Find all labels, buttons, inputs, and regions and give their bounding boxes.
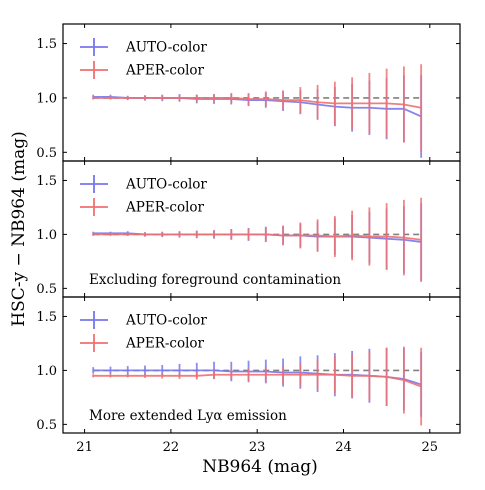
legend-label: AUTO-color [125, 177, 207, 193]
legend-entry: AUTO-color [80, 175, 207, 193]
panel-frame [62, 23, 461, 162]
legend-entry: APER-color [80, 61, 205, 79]
series-aper-color [92, 346, 423, 426]
legend-entry: AUTO-color [80, 38, 207, 56]
x-axis-label: NB964 (mag) [202, 457, 318, 477]
panel-1: 0.5 1.0 1.5 AUTO-color APER-color [36, 23, 461, 162]
x-tick-label: 21 [76, 440, 93, 455]
series-auto-color [92, 347, 423, 417]
x-tick-label: 25 [422, 440, 439, 455]
panel-data [92, 64, 423, 158]
y-tick-label: 1.0 [36, 228, 57, 243]
panel-annotation: Excluding foreground contamination [89, 272, 341, 288]
panels-layer: 0.5 1.0 1.5 AUTO-color APER-color 0.5 1.0 1.5 AU… [36, 23, 461, 455]
y-tick-label: 1.0 [36, 91, 57, 106]
series-aper-color [92, 197, 423, 282]
series-line [93, 369, 422, 386]
y-tick-label: 1.5 [36, 37, 57, 52]
legend-label: AUTO-color [125, 313, 207, 329]
y-tick-label: 0.5 [36, 282, 57, 297]
series-line [93, 373, 422, 388]
x-tick-label: 22 [163, 440, 180, 455]
y-tick-label: 0.5 [36, 146, 57, 161]
panel-frame [62, 296, 461, 434]
panel-3: 0.5 1.0 1.5 21 22 23 24 25 AUTO-color APER-color M… [36, 296, 461, 455]
panel-data [92, 346, 423, 426]
x-tick-label: 24 [335, 440, 352, 455]
series-line [93, 97, 422, 109]
y-tick-label: 1.5 [36, 310, 57, 325]
legend-entry: APER-color [80, 334, 205, 352]
series-aper-color [92, 64, 423, 152]
legend-label: AUTO-color [125, 40, 207, 56]
panel-2: 0.5 1.0 1.5 AUTO-color APER-color Excluding f… [36, 160, 461, 298]
legend-label: APER-color [125, 336, 205, 352]
legend-label: APER-color [125, 200, 205, 216]
y-tick-label: 0.5 [36, 418, 57, 433]
panel-annotation: More extended Lyα emission [89, 408, 287, 424]
legend-label: APER-color [125, 63, 205, 79]
y-tick-label: 1.0 [36, 364, 57, 379]
legend-entry: APER-color [80, 198, 205, 216]
x-tick-label: 23 [249, 440, 266, 455]
series-auto-color [92, 75, 423, 158]
series-line [93, 233, 422, 241]
panel-data [92, 197, 423, 282]
legend-entry: AUTO-color [80, 311, 207, 329]
y-tick-label: 1.5 [36, 174, 57, 189]
y-axis-label: HSC-y − NB964 (mag) [9, 131, 29, 327]
